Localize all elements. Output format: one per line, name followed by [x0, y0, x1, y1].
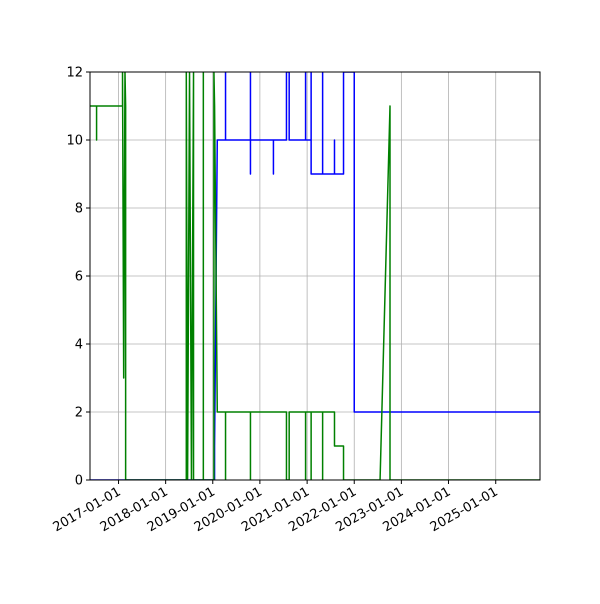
data-line [90, 72, 540, 480]
y-tick-label: 12 [66, 66, 83, 81]
y-tick-label: 2 [75, 406, 83, 421]
y-tick-label: 8 [75, 202, 83, 217]
data-line [90, 72, 540, 480]
y-tick-label: 6 [75, 270, 83, 285]
y-tick-label: 10 [66, 134, 83, 149]
y-tick-label: 0 [75, 474, 83, 489]
y-tick-label: 4 [75, 338, 83, 353]
